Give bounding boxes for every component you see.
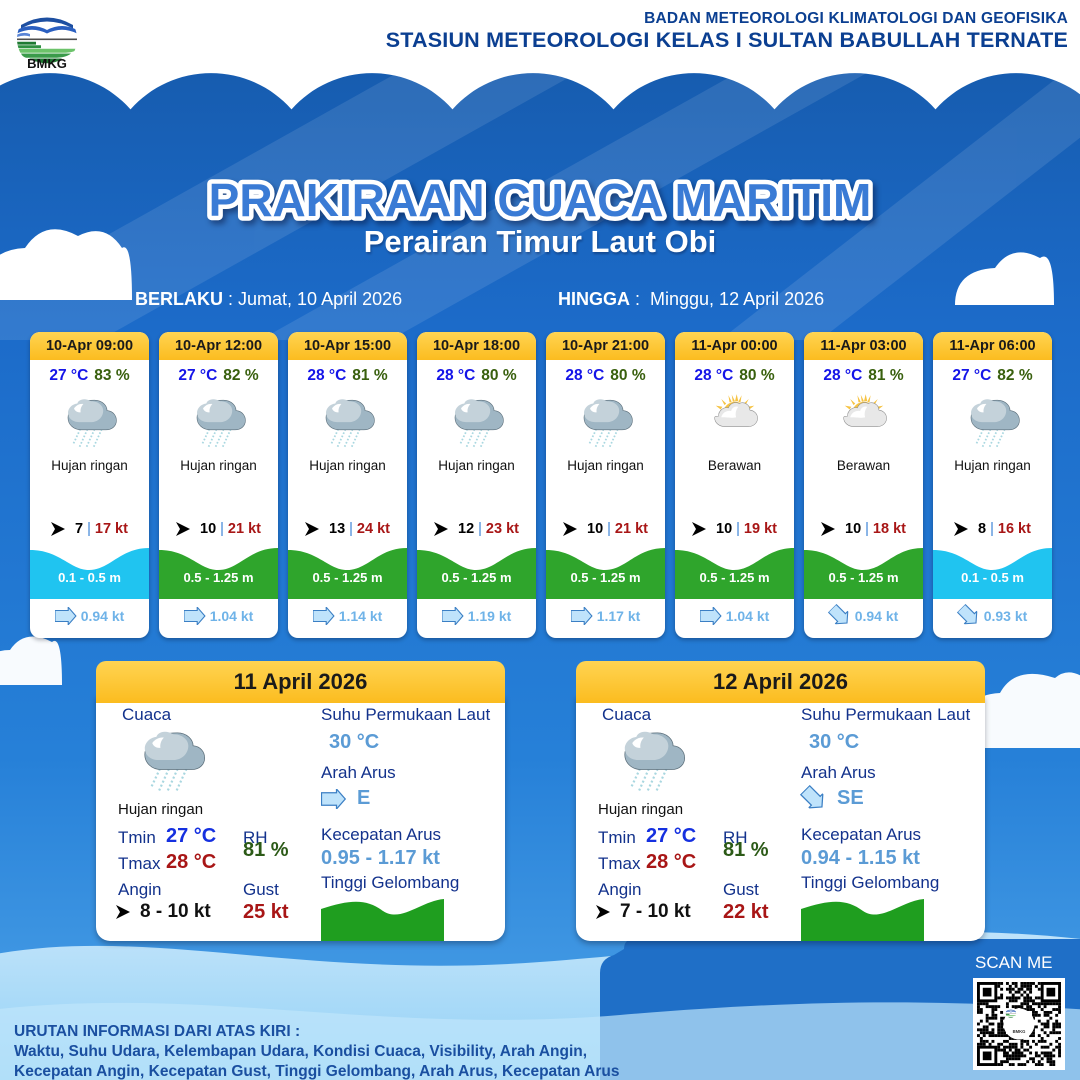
svg-text:PRAKIRAAN CUACA MARITIM: PRAKIRAAN CUACA MARITIM: [209, 174, 872, 226]
svg-text:BMKG: BMKG: [1013, 1029, 1026, 1034]
